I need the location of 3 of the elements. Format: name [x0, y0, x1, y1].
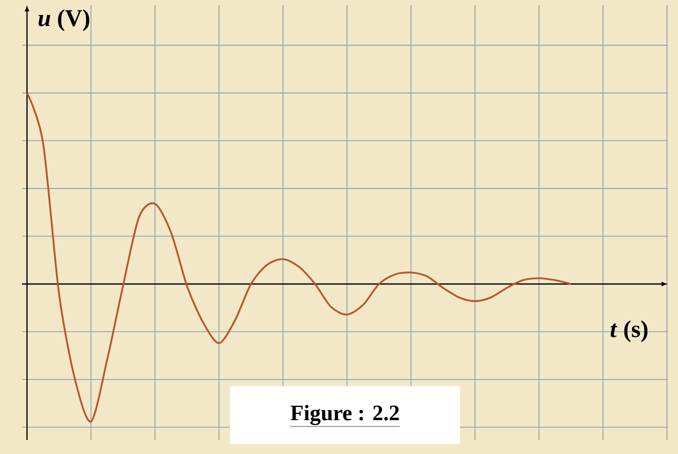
y-axis-title: u (V) [38, 9, 90, 32]
annotation: Figure : 2.2 [290, 404, 399, 426]
x-axis-title: t (s) [610, 320, 648, 342]
